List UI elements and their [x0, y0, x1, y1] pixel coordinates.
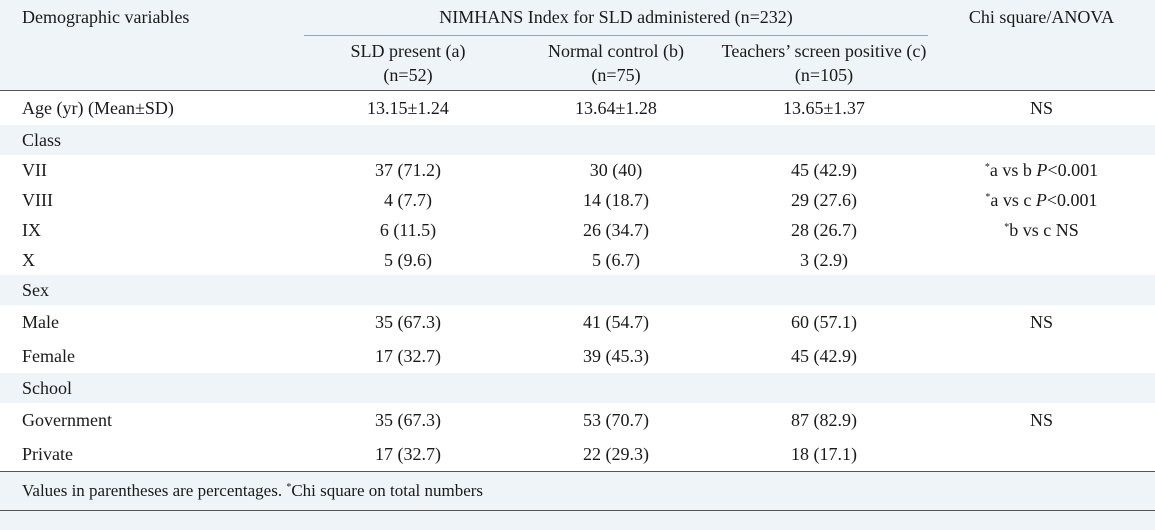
table-row: Sex	[0, 275, 1155, 305]
cell-sld: 13.15±1.24	[367, 98, 449, 118]
header-col-c-n: (n=105)	[794, 65, 854, 85]
cell-sld: 17 (32.7)	[375, 444, 441, 464]
table-row: X 5 (9.6) 5 (6.7) 3 (2.9)	[0, 245, 1155, 275]
table-row: Private 17 (32.7) 22 (29.3) 18 (17.1)	[0, 437, 1155, 472]
table-row: IX 6 (11.5) 26 (34.7) 28 (26.7) *b vs c …	[0, 215, 1155, 245]
row-label: X	[22, 250, 35, 270]
row-label: Male	[22, 312, 59, 332]
table-row: School	[0, 373, 1155, 403]
cell-sld: 35 (67.3)	[375, 312, 441, 332]
section-label: School	[22, 378, 73, 398]
cell-normal: 13.64±1.28	[575, 98, 657, 118]
cell-teacher: 3 (2.9)	[800, 250, 848, 270]
header-col-a-n: (n=52)	[383, 65, 433, 85]
cell-stat: *a vs b P<0.001	[984, 160, 1099, 180]
table-row: Class	[0, 125, 1155, 155]
header-rule	[0, 90, 1155, 91]
cell-stat: *b vs c NS	[1004, 220, 1079, 240]
section-label: Class	[22, 130, 62, 150]
table-row: Male 35 (67.3) 41 (54.7) 60 (57.1) NS	[0, 305, 1155, 339]
table-row: VIII 4 (7.7) 14 (18.7) 29 (27.6) *a vs c…	[0, 185, 1155, 215]
cell-sld: 35 (67.3)	[375, 410, 441, 430]
cell-sld: 37 (71.2)	[375, 160, 441, 180]
cell-normal: 5 (6.7)	[592, 250, 640, 270]
header-col-a: SLD present (a) (n=52)	[304, 36, 512, 91]
cell-teacher: 45 (42.9)	[791, 346, 857, 366]
cell-stat	[928, 437, 1155, 472]
cell-normal: 22 (29.3)	[583, 444, 649, 464]
row-label: VIII	[22, 190, 53, 210]
cell-normal: 53 (70.7)	[583, 410, 649, 430]
header-col-c-label: Teachers’ screen positive (c)	[721, 41, 927, 61]
footnote-row: Values in parentheses are percentages. *…	[0, 471, 1155, 511]
footnote: Values in parentheses are percentages. *…	[0, 471, 1155, 511]
header-col-a-label: SLD present (a)	[350, 41, 466, 61]
cell-teacher: 45 (42.9)	[791, 160, 857, 180]
table-row: VII 37 (71.2) 30 (40) 45 (42.9) *a vs b …	[0, 155, 1155, 185]
cell-sld: 5 (9.6)	[384, 250, 432, 270]
demographics-table: Demographic variables NIMHANS Index for …	[0, 0, 1155, 511]
cell-normal: 41 (54.7)	[583, 312, 649, 332]
cell-sld: 4 (7.7)	[384, 190, 432, 210]
row-label: VII	[22, 160, 47, 180]
cell-normal: 39 (45.3)	[583, 346, 649, 366]
cell-stat	[928, 339, 1155, 373]
header-col-b: Normal control (b) (n=75)	[512, 36, 720, 91]
cell-stat: NS	[1029, 98, 1053, 118]
section-label: Sex	[22, 280, 49, 300]
header-col-c: Teachers’ screen positive (c) (n=105)	[720, 36, 928, 91]
cell-normal: 26 (34.7)	[583, 220, 649, 240]
row-label: Age (yr) (Mean±SD)	[22, 98, 174, 118]
cell-stat	[928, 245, 1155, 275]
cell-normal: 30 (40)	[589, 160, 643, 180]
cell-sld: 17 (32.7)	[375, 346, 441, 366]
cell-teacher: 18 (17.1)	[791, 444, 857, 464]
row-label: Private	[22, 444, 73, 464]
header-col-b-label: Normal control (b)	[548, 41, 684, 61]
table-row: Government 35 (67.3) 53 (70.7) 87 (82.9)…	[0, 403, 1155, 437]
cell-stat: NS	[1029, 410, 1053, 430]
cell-teacher: 13.65±1.37	[783, 98, 865, 118]
row-label: Government	[22, 410, 112, 430]
cell-stat: *a vs c P<0.001	[985, 190, 1098, 210]
row-label: Female	[22, 346, 75, 366]
cell-teacher: 28 (26.7)	[791, 220, 857, 240]
cell-teacher: 87 (82.9)	[791, 410, 857, 430]
cell-sld: 6 (11.5)	[379, 220, 437, 240]
cell-teacher: 60 (57.1)	[791, 312, 857, 332]
header-demographic: Demographic variables	[22, 7, 190, 27]
header-chi-square: Chi square/ANOVA	[968, 7, 1115, 27]
header-row-1: Demographic variables NIMHANS Index for …	[0, 0, 1155, 36]
table-row: Female 17 (32.7) 39 (45.3) 45 (42.9)	[0, 339, 1155, 373]
table-row: Age (yr) (Mean±SD) 13.15±1.24 13.64±1.28…	[0, 90, 1155, 125]
header-col-b-n: (n=75)	[591, 65, 641, 85]
cell-stat: NS	[1029, 312, 1053, 332]
cell-normal: 14 (18.7)	[583, 190, 649, 210]
row-label: IX	[22, 220, 41, 240]
cell-teacher: 29 (27.6)	[791, 190, 857, 210]
header-index-span: NIMHANS Index for SLD administered (n=23…	[304, 0, 928, 36]
